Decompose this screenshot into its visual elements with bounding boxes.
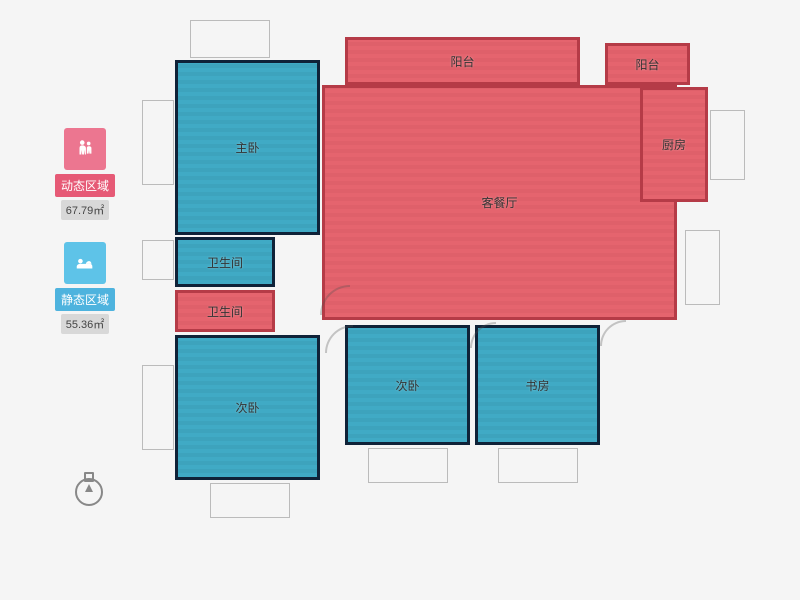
room-label: 卫生间 [207,303,243,320]
room-balcony1: 阳台 [345,37,580,85]
people-icon [64,128,106,170]
sleep-icon [64,242,106,284]
legend-panel: 动态区域 67.79㎡ 静态区域 55.36㎡ [55,128,115,356]
wall-stub [142,365,174,450]
door-arc [470,322,496,348]
wall-stub [498,448,578,483]
room-label: 书房 [525,377,549,394]
wall-stub [210,483,290,518]
room-bathroom2: 卫生间 [175,290,275,332]
wall-stub [368,448,448,483]
room-bedroom2: 次卧 [175,335,320,480]
legend-static: 静态区域 55.36㎡ [55,242,115,334]
legend-dynamic-label: 动态区域 [55,174,115,197]
wall-stub [142,100,174,185]
door-arc [600,320,626,346]
door-arc [325,325,353,353]
room-bathroom1: 卫生间 [175,237,275,287]
legend-static-value: 55.36㎡ [61,314,110,334]
room-label: 阳台 [450,53,474,70]
legend-dynamic-value: 67.79㎡ [61,200,110,220]
floorplan: 主卧卫生间卫生间次卧次卧书房客餐厅阳台阳台厨房 [160,25,755,535]
room-label: 卫生间 [207,254,243,271]
room-label: 客餐厅 [481,194,517,211]
legend-static-label: 静态区域 [55,288,115,311]
room-bedroom3: 次卧 [345,325,470,445]
room-label: 次卧 [235,399,259,416]
legend-dynamic: 动态区域 67.79㎡ [55,128,115,220]
room-label: 次卧 [395,377,419,394]
room-kitchen: 厨房 [640,87,708,202]
room-living-dining: 客餐厅 [322,85,677,320]
wall-stub [190,20,270,58]
wall-stub [685,230,720,305]
wall-stub [710,110,745,180]
room-label: 厨房 [662,136,686,153]
room-balcony2: 阳台 [605,43,690,85]
room-master-bedroom: 主卧 [175,60,320,235]
room-label: 阳台 [635,56,659,73]
wall-stub [142,240,174,280]
compass-icon [75,478,103,506]
room-label: 主卧 [235,139,259,156]
